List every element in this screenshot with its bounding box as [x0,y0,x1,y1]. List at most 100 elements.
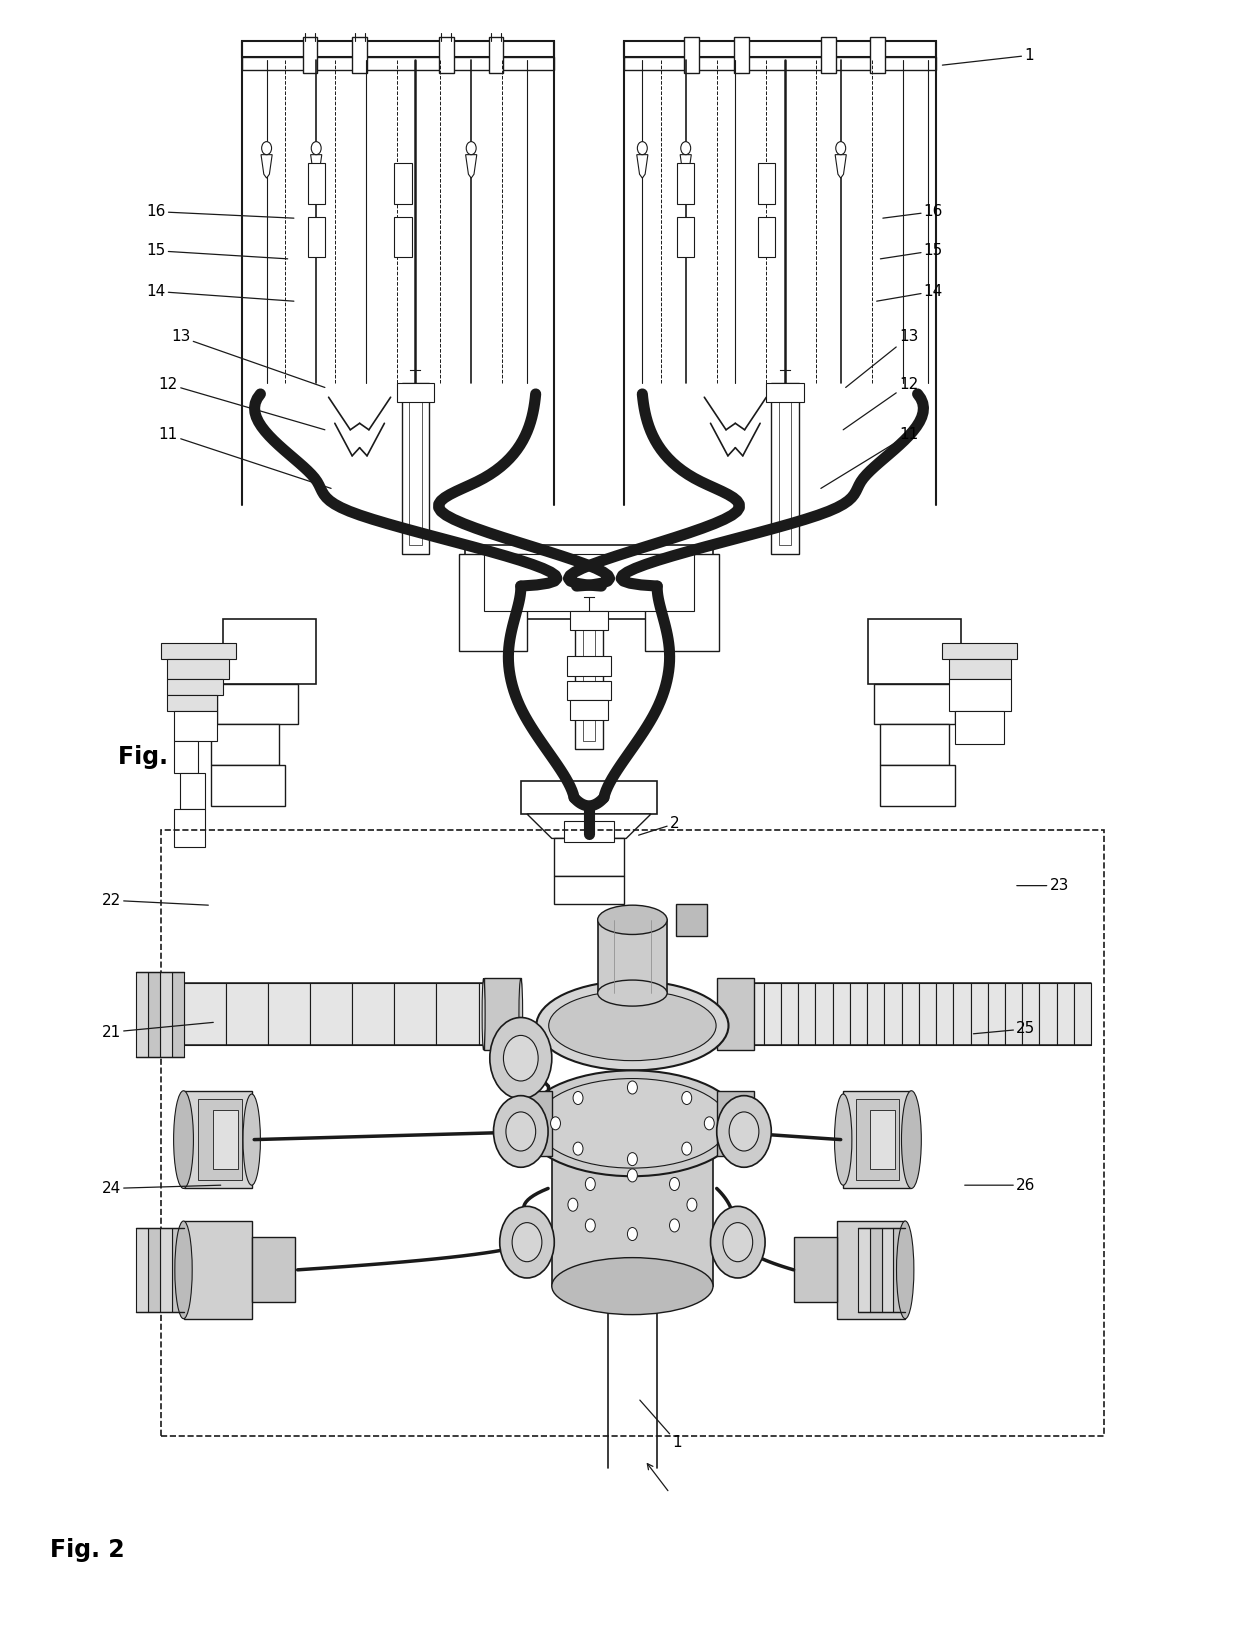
Text: 14: 14 [877,283,944,301]
Circle shape [627,1169,637,1182]
Ellipse shape [552,1092,713,1154]
Text: 15: 15 [146,243,288,259]
Bar [171,972,184,1057]
Bar [554,838,624,876]
Ellipse shape [901,1091,921,1188]
Text: 25: 25 [973,1021,1035,1037]
Circle shape [551,1117,560,1130]
Bar [198,1099,242,1180]
Circle shape [670,1177,680,1190]
Bar [575,610,603,749]
Bar [567,681,611,700]
Bar [136,1228,149,1312]
Bar [554,876,624,904]
Circle shape [585,1177,595,1190]
Bar [734,37,749,73]
Bar [564,821,614,842]
Circle shape [262,142,272,155]
Bar [624,57,936,70]
Bar [180,773,205,809]
Bar [1074,983,1091,1045]
Bar [521,781,657,814]
Text: 11: 11 [821,427,919,488]
Bar [880,765,955,806]
Text: 21: 21 [102,1022,213,1040]
Circle shape [704,1117,714,1130]
Ellipse shape [536,1078,729,1169]
Polygon shape [681,155,692,177]
Text: Fig. 2: Fig. 2 [50,1538,124,1561]
Circle shape [573,1143,583,1156]
Bar [167,659,229,679]
Text: 26: 26 [965,1177,1035,1193]
Bar [645,554,719,651]
Bar [843,1091,911,1188]
Bar [949,679,1011,711]
Bar [213,1110,238,1169]
Ellipse shape [523,1071,742,1175]
Bar [884,983,901,1045]
Bar [880,724,949,765]
Ellipse shape [835,1094,852,1185]
Circle shape [494,1096,548,1167]
Bar [252,1237,295,1302]
Bar [552,1123,713,1286]
Bar [242,57,554,70]
Text: 15: 15 [880,243,944,259]
Bar [402,383,429,554]
Circle shape [717,1096,771,1167]
Text: 24: 24 [102,1180,221,1197]
Bar [1004,983,1022,1045]
Circle shape [637,142,647,155]
Bar [570,700,608,720]
Ellipse shape [548,990,717,1061]
Circle shape [729,1112,759,1151]
Bar [1039,983,1056,1045]
Bar [677,163,694,204]
Text: 23: 23 [1017,877,1069,894]
Bar [717,1091,754,1156]
Polygon shape [637,155,647,177]
Circle shape [627,1153,637,1166]
Bar [184,983,226,1045]
Text: Fig. 1: Fig. 1 [118,746,192,768]
Circle shape [512,1223,542,1262]
Bar [781,983,799,1045]
Bar [174,741,198,773]
Circle shape [506,1112,536,1151]
Text: 16: 16 [146,204,294,220]
Bar [397,383,434,402]
Bar [226,983,268,1045]
Bar [833,983,849,1045]
Bar [779,391,791,545]
Bar [217,684,298,724]
Bar [570,610,608,630]
Bar [211,724,279,765]
Circle shape [681,142,691,155]
Ellipse shape [243,1094,260,1185]
Bar [394,217,412,257]
Bar [684,37,699,73]
Bar [489,37,503,73]
Text: 12: 12 [159,376,325,430]
Bar [954,983,971,1045]
Bar [167,679,223,695]
Bar [161,643,236,659]
Ellipse shape [520,978,523,1050]
Bar [821,37,836,73]
Bar [870,1228,882,1312]
Text: 1: 1 [942,47,1034,65]
Bar [882,1228,893,1312]
Bar [837,1221,905,1319]
Ellipse shape [482,978,485,1050]
Bar [223,619,316,684]
Polygon shape [466,155,476,177]
Bar [868,619,961,684]
Bar [484,978,521,1050]
Ellipse shape [552,1257,713,1315]
Circle shape [627,1228,637,1241]
Bar [949,659,1011,679]
Circle shape [682,1143,692,1156]
Ellipse shape [598,905,667,934]
Ellipse shape [175,1221,192,1319]
